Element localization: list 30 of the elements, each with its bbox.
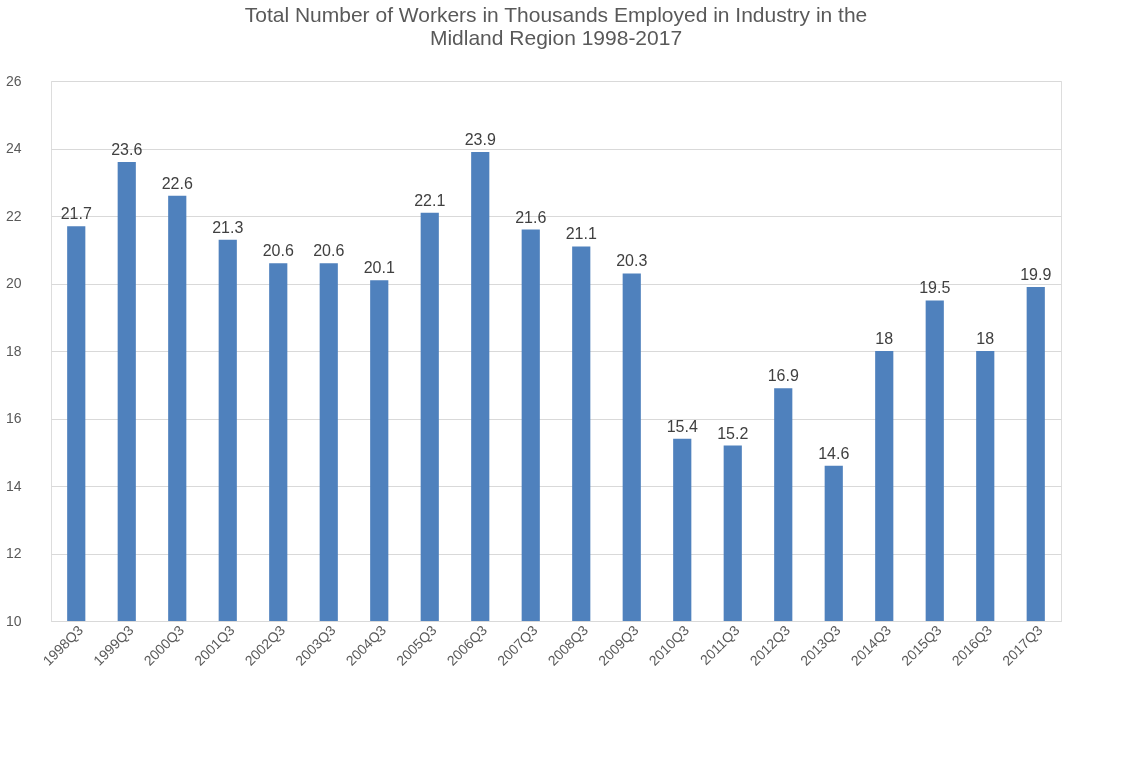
data-label: 21.7 xyxy=(60,205,92,223)
data-label: 21.1 xyxy=(565,225,597,243)
y-tick-label: 12 xyxy=(5,545,22,561)
data-label: 20.6 xyxy=(262,242,294,260)
data-label: 19.5 xyxy=(919,279,951,297)
chart-title: Total Number of Workers in Thousands Employed in Industry in the Midland Region 1998-2017 xyxy=(244,3,868,49)
data-label: 15.2 xyxy=(717,424,749,442)
data-label: 23.6 xyxy=(111,141,143,158)
y-tick-label: 10 xyxy=(5,612,22,629)
data-label: 22.6 xyxy=(161,174,193,192)
y-tick-label: 22 xyxy=(5,207,22,224)
data-label: 22.1 xyxy=(414,191,446,209)
y-tick-label: 14 xyxy=(5,477,22,494)
data-label: 15.4 xyxy=(666,417,698,435)
data-label: 20.6 xyxy=(313,242,345,260)
data-label: 19.9 xyxy=(1020,265,1052,283)
y-tick-label: 18 xyxy=(5,342,22,359)
data-label: 21.3 xyxy=(212,218,244,236)
y-tick-label: 16 xyxy=(5,410,22,426)
data-label: 16.9 xyxy=(767,367,799,385)
y-tick-label: 26 xyxy=(5,72,22,89)
data-label: 14.6 xyxy=(818,444,850,462)
data-label: 18 xyxy=(976,330,995,347)
y-tick-label: 24 xyxy=(5,140,22,156)
data-label: 20.3 xyxy=(616,252,648,270)
y-tick-label: 20 xyxy=(5,275,22,291)
data-label: 23.9 xyxy=(464,130,496,148)
data-label: 18 xyxy=(875,330,894,347)
data-label: 20.1 xyxy=(363,259,395,277)
data-label: 21.6 xyxy=(515,208,547,226)
